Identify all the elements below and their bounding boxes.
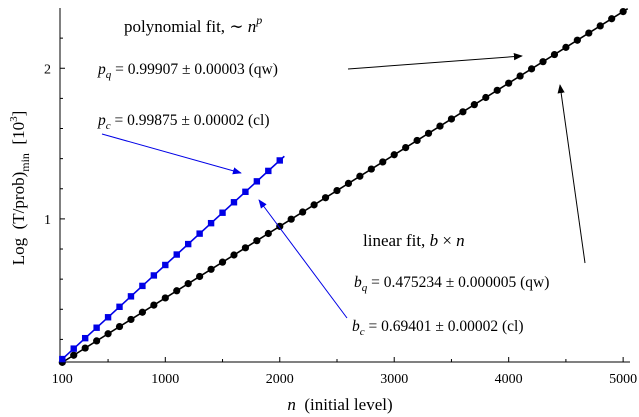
pq-arrow: [347, 53, 523, 70]
data-point: [70, 345, 77, 352]
y-tick-label-1: 1: [44, 213, 51, 228]
x-tick-label-100: 100: [52, 372, 73, 387]
data-point: [104, 314, 112, 321]
axes: [59, 8, 630, 363]
data-point: [207, 219, 215, 227]
data-point: [459, 108, 467, 116]
x-tick-label-4000: 4000: [495, 372, 523, 387]
bq-arrow: [557, 84, 586, 264]
data-point: [344, 179, 353, 188]
data-point: [81, 334, 89, 342]
data-point: [219, 209, 226, 216]
data-point: [150, 272, 158, 279]
data-point: [59, 355, 66, 363]
data-point: [367, 165, 375, 173]
data-point: [138, 308, 147, 316]
data-point: [150, 301, 158, 309]
data-point: [482, 93, 490, 102]
pq-annotation: pq = 0.99907 ± 0.00003 (qw): [97, 61, 278, 81]
pc-arrow: [101, 133, 242, 175]
data-point: [436, 122, 444, 130]
data-point: [265, 167, 272, 175]
data-point: [70, 351, 78, 359]
data-point: [253, 237, 261, 245]
data-point: [413, 136, 421, 145]
data-point: [139, 282, 146, 290]
bc-arrow: [258, 199, 348, 319]
data-point: [608, 15, 616, 23]
data-point: [379, 158, 387, 166]
data-point: [184, 240, 192, 248]
x-axis-title: n (initial level): [287, 395, 392, 414]
data-point: [527, 65, 536, 73]
data-point: [230, 251, 238, 259]
data-point: [264, 229, 272, 238]
data-point: [516, 72, 524, 80]
data-point: [505, 79, 513, 87]
tick-marks: [60, 37, 624, 362]
data-point: [333, 186, 341, 195]
polynomial-fit-title: polynomial fit, ∼ np: [124, 13, 262, 36]
data-point: [550, 50, 559, 59]
data-point: [253, 178, 261, 185]
data-point: [539, 58, 547, 66]
y-axis-title: Log (T/prob)min [103]: [8, 111, 32, 266]
data-point: [93, 324, 100, 331]
data-point: [93, 337, 101, 345]
x-tick-label-1000: 1000: [151, 372, 179, 387]
bc-annotation: bc = 0.69401 ± 0.00002 (cl): [352, 318, 524, 338]
data-point: [184, 280, 192, 288]
data-point: [218, 258, 227, 266]
data-point: [596, 22, 604, 30]
annotation-arrows: [101, 53, 586, 319]
data-point: [321, 194, 330, 202]
linear-fit-title: linear fit, b × n: [363, 231, 465, 250]
data-point: [276, 157, 283, 164]
x-tick-label-3000: 3000: [380, 372, 408, 387]
data-point: [230, 199, 238, 206]
data-point: [424, 129, 433, 137]
data-point: [573, 36, 581, 44]
data-point: [276, 222, 284, 230]
data-point: [81, 344, 89, 352]
data-point: [127, 315, 135, 324]
data-point: [104, 330, 112, 338]
tick-labels: 100 1000 2000 3000 4000 5000 1 2: [44, 62, 637, 387]
pc-annotation: pc = 0.99875 ± 0.00002 (cl): [97, 112, 270, 132]
data-point: [447, 115, 456, 123]
y-tick-label-2: 2: [44, 62, 51, 77]
data-point: [196, 230, 203, 237]
data-point: [310, 201, 318, 209]
data-point: [207, 265, 215, 273]
data-point: [173, 287, 181, 295]
bq-annotation: bq = 0.475234 ± 0.000005 (qw): [354, 274, 549, 294]
data-point: [287, 215, 295, 223]
data-point: [242, 188, 249, 196]
data-point: [402, 144, 410, 152]
data-point: [196, 272, 204, 281]
data-point: [390, 151, 398, 159]
data-point: [619, 7, 627, 16]
data-point: [241, 244, 250, 252]
data-point: [562, 43, 570, 51]
data-point: [127, 293, 135, 300]
data-point: [585, 29, 593, 37]
data-point: [173, 251, 180, 258]
x-tick-label-5000: 5000: [609, 372, 637, 387]
data-point: [115, 322, 124, 331]
data-markers: [58, 7, 627, 366]
data-point: [356, 172, 364, 180]
data-point: [116, 303, 123, 311]
data-point: [470, 101, 478, 109]
x-tick-label-2000: 2000: [266, 372, 294, 387]
data-point: [161, 294, 169, 302]
data-point: [299, 208, 307, 216]
data-point: [493, 86, 501, 94]
data-point: [162, 261, 169, 269]
